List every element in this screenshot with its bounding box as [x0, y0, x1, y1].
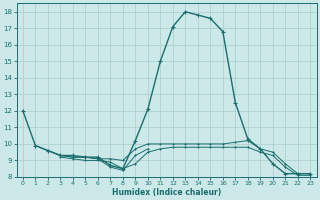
X-axis label: Humidex (Indice chaleur): Humidex (Indice chaleur) — [112, 188, 221, 197]
